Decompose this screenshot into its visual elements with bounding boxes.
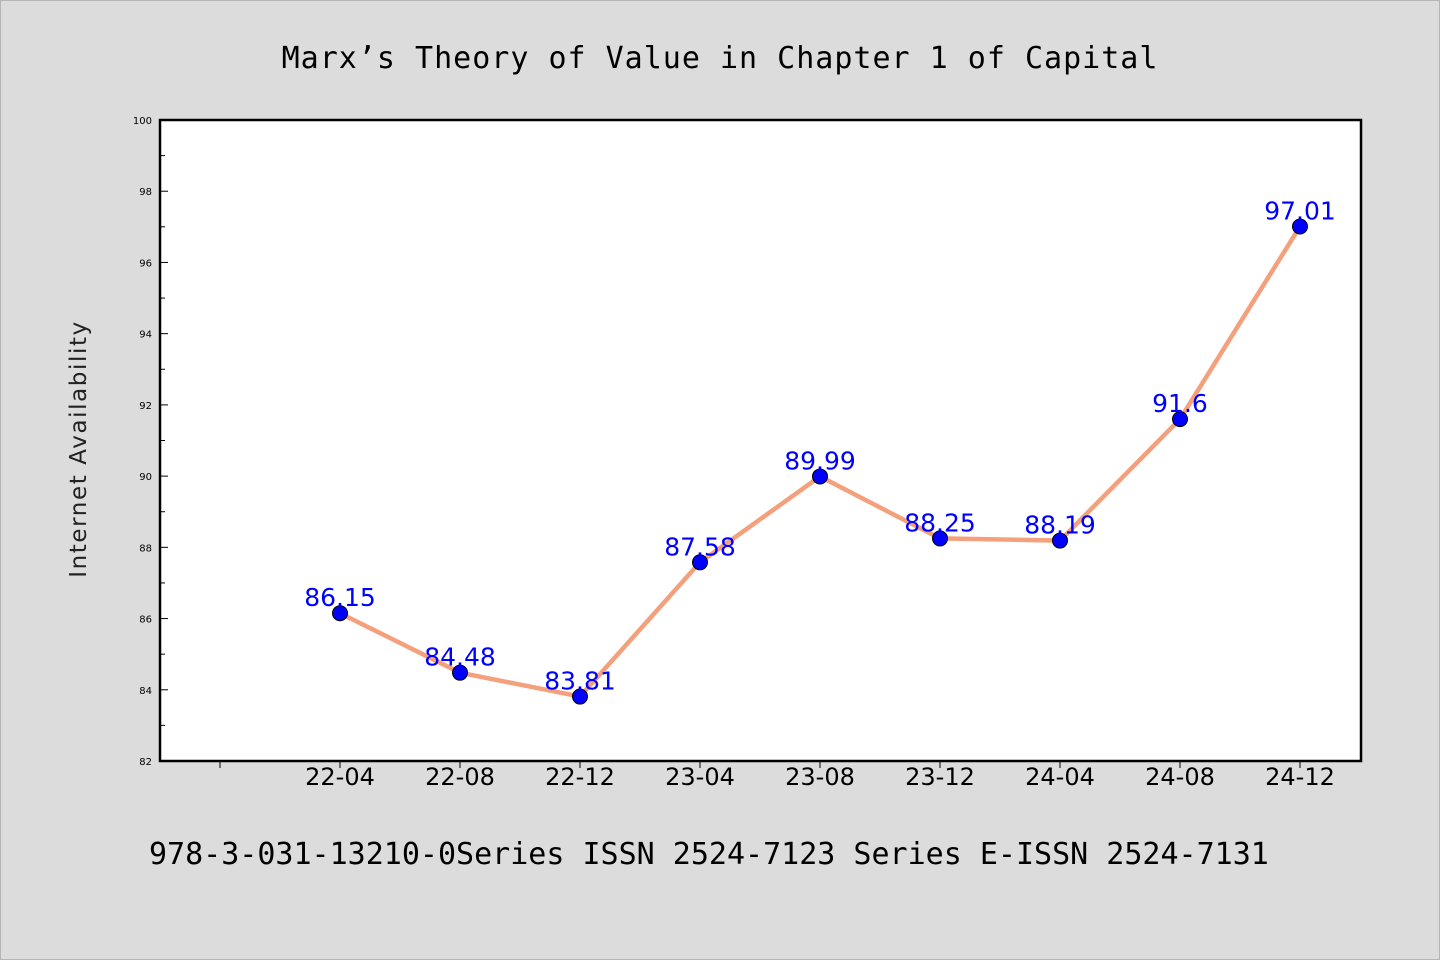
data-label: 84.48 (424, 643, 496, 672)
y-tick-label: 90 (139, 472, 152, 483)
data-point (692, 554, 708, 571)
plot-border (158, 118, 1363, 763)
data-point (1172, 411, 1188, 428)
y-tick-label: 96 (139, 258, 152, 269)
y-tick-label: 84 (139, 686, 152, 697)
data-label: 83.81 (544, 667, 616, 696)
y-tick-label: 94 (139, 330, 152, 341)
x-tick-label: 22-04 (305, 763, 375, 791)
data-point (1052, 532, 1068, 549)
x-tick-label: 24-04 (1025, 763, 1095, 791)
footer-isbn-text: 978-3-031-13210-0Series ISSN 2524-7123 S… (149, 837, 1269, 872)
data-label: 88.19 (1024, 511, 1096, 540)
data-point (572, 688, 588, 705)
data-label: 89.99 (784, 446, 856, 475)
x-tick-label: 24-12 (1265, 763, 1335, 791)
y-tick-label: 88 (139, 543, 152, 554)
data-point (452, 664, 468, 681)
x-tick-label: 23-08 (785, 763, 855, 791)
data-label: 97.01 (1264, 196, 1336, 225)
x-tick-label: 23-04 (665, 763, 735, 791)
y-tick-label: 100 (133, 116, 152, 127)
data-labels: 86.15 84.48 83.81 87.58 89.99 88.25 88.19 91.6 9… (304, 196, 1336, 695)
y-axis-label: Internet Availability (66, 320, 92, 578)
data-point (332, 605, 348, 622)
x-tick-label: 24-08 (1145, 763, 1215, 791)
y-tick-label: 98 (139, 187, 152, 198)
chart-title: Marx’s Theory of Value in Chapter 1 of C… (282, 41, 1159, 76)
data-point (812, 468, 828, 485)
data-label: 86.15 (304, 583, 376, 612)
x-axis: 22-04 22-08 22-12 23-04 23-08 23-12 24-04 24-08… (219, 761, 1335, 791)
data-label: 88.25 (904, 508, 976, 537)
y-tick-label: 92 (139, 401, 152, 412)
plot-area (160, 120, 1361, 761)
x-tick-label: 23-12 (905, 763, 975, 791)
x-tick-label: 22-12 (545, 763, 615, 791)
x-tick-label: 22-08 (425, 763, 495, 791)
data-point (1292, 218, 1308, 235)
data-label: 91.6 (1152, 389, 1208, 418)
data-label: 87.58 (664, 532, 736, 561)
y-tick-label: 82 (139, 757, 152, 768)
data-markers (332, 218, 1308, 705)
data-point (932, 530, 948, 547)
y-tick-label: 86 (139, 615, 152, 626)
